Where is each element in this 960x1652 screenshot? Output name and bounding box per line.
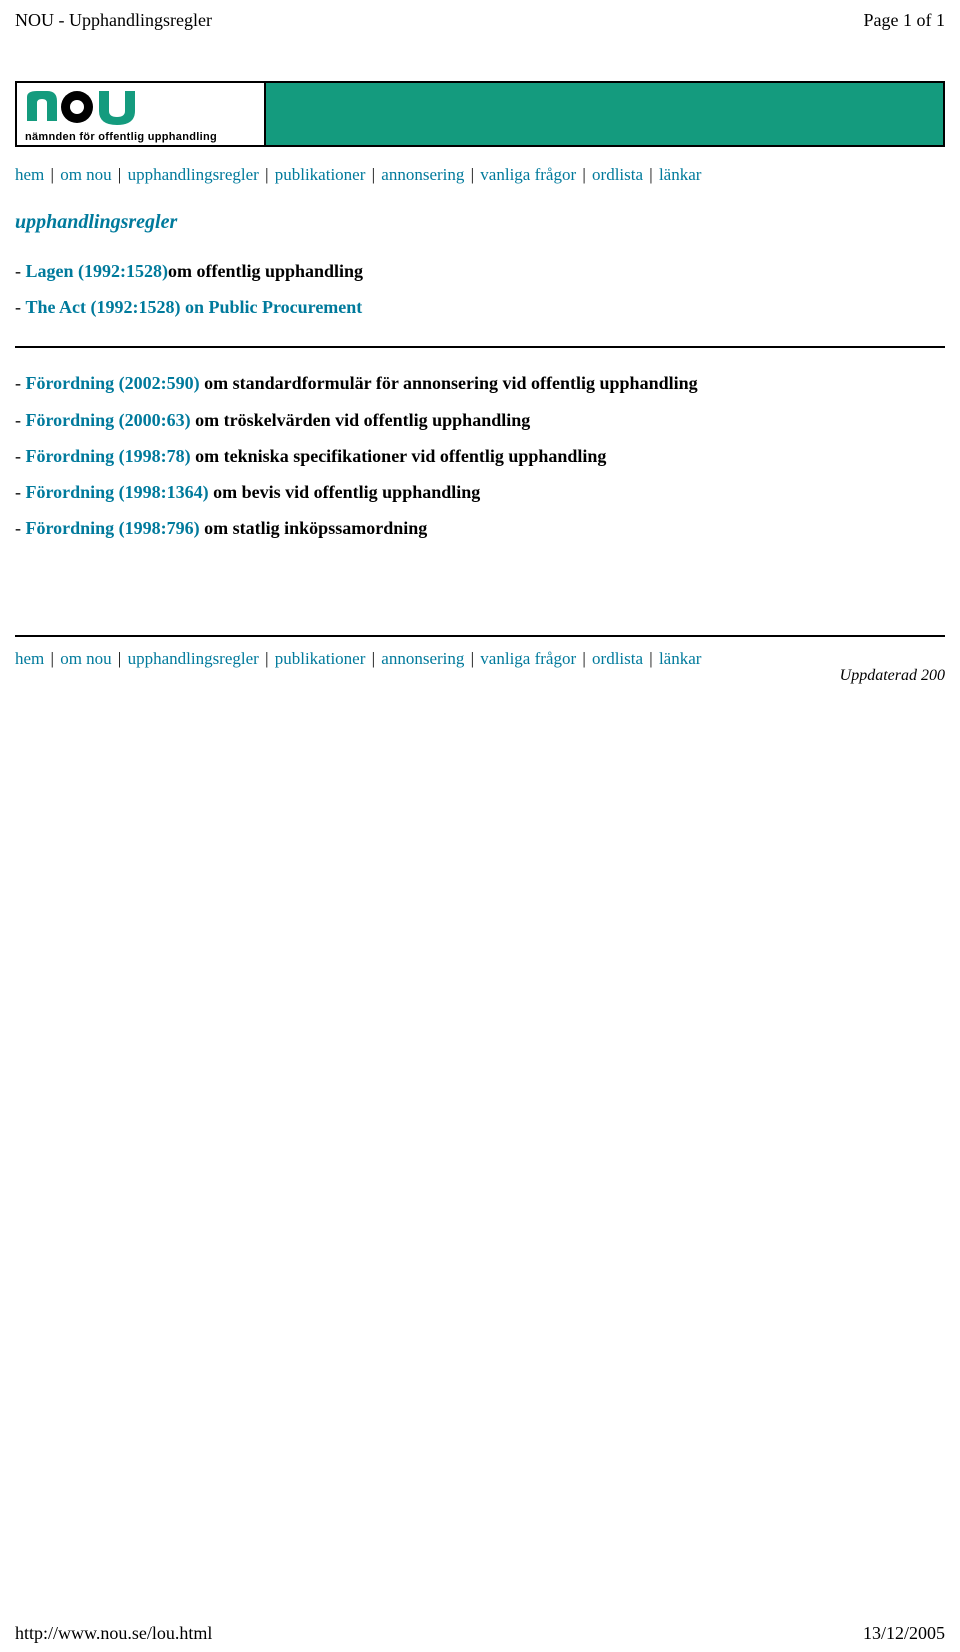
nav-link-ordlista[interactable]: ordlista (592, 649, 643, 668)
nav-link-hem[interactable]: hem (15, 649, 44, 668)
list-item: - The Act (1992:1528) on Public Procurem… (15, 290, 945, 324)
divider (15, 346, 945, 348)
updated-text: Uppdaterad 200 (15, 667, 945, 685)
list-item: - Förordning (1998:796) om statlig inköp… (15, 511, 945, 545)
divider (15, 635, 945, 637)
link-forordning-1998-78[interactable]: Förordning (1998:78) (26, 446, 191, 466)
doc-title: NOU - Upphandlingsregler (15, 10, 212, 31)
nav-link-hem[interactable]: hem (15, 165, 44, 184)
nav-link-om-nou[interactable]: om nou (60, 165, 111, 184)
list-item: - Lagen (1992:1528)om offentlig upphandl… (15, 254, 945, 288)
nav-link-annonsering[interactable]: annonsering (381, 649, 464, 668)
page-indicator: Page 1 of 1 (864, 10, 945, 31)
footer-date: 13/12/2005 (863, 1623, 945, 1644)
logo-tagline: nämnden för offentlig upphandling (25, 131, 254, 143)
bottom-nav: hem | om nou | upphandlingsregler | publ… (15, 649, 945, 669)
logo-cell: nämnden för offentlig upphandling (17, 83, 265, 145)
nav-link-vanliga-fragor[interactable]: vanliga frågor (480, 649, 576, 668)
list-item: - Förordning (1998:78) om tekniska speci… (15, 439, 945, 473)
link-act-1992-1528[interactable]: The Act (1992:1528) on Public Procuremen… (26, 297, 363, 317)
nav-link-vanliga-fragor[interactable]: vanliga frågor (480, 165, 576, 184)
nav-link-upphandlingsregler[interactable]: upphandlingsregler (128, 649, 259, 668)
banner-fill (265, 83, 943, 145)
nav-link-publikationer[interactable]: publikationer (275, 165, 366, 184)
nav-link-om-nou[interactable]: om nou (60, 649, 111, 668)
print-header: NOU - Upphandlingsregler Page 1 of 1 (15, 10, 945, 31)
page-content: NOU - Upphandlingsregler Page 1 of 1 näm… (0, 0, 960, 685)
print-footer: http://www.nou.se/lou.html 13/12/2005 (0, 1623, 960, 1652)
link-forordning-1998-796[interactable]: Förordning (1998:796) (26, 518, 200, 538)
link-lagen-1992-1528[interactable]: Lagen (1992:1528) (26, 261, 169, 281)
law-list-1: - Lagen (1992:1528)om offentlig upphandl… (15, 254, 945, 324)
nav-link-ordlista[interactable]: ordlista (592, 165, 643, 184)
site-banner: nämnden för offentlig upphandling (15, 81, 945, 147)
nav-link-lankar[interactable]: länkar (659, 165, 701, 184)
nou-logo-icon (25, 87, 155, 129)
section-title: upphandlingsregler (15, 211, 945, 234)
list-item: - Förordning (2000:63) om tröskelvärden … (15, 403, 945, 437)
nav-link-annonsering[interactable]: annonsering (381, 165, 464, 184)
nav-link-upphandlingsregler[interactable]: upphandlingsregler (128, 165, 259, 184)
nav-link-publikationer[interactable]: publikationer (275, 649, 366, 668)
top-nav: hem | om nou | upphandlingsregler | publ… (15, 165, 945, 185)
footer-url: http://www.nou.se/lou.html (15, 1623, 212, 1644)
law-list-2: - Förordning (2002:590) om standardformu… (15, 366, 945, 545)
list-item: - Förordning (1998:1364) om bevis vid of… (15, 475, 945, 509)
link-forordning-2002-590[interactable]: Förordning (2002:590) (26, 373, 200, 393)
list-item: - Förordning (2002:590) om standardformu… (15, 366, 945, 400)
link-forordning-1998-1364[interactable]: Förordning (1998:1364) (26, 482, 209, 502)
nav-link-lankar[interactable]: länkar (659, 649, 701, 668)
link-forordning-2000-63[interactable]: Förordning (2000:63) (26, 410, 196, 430)
